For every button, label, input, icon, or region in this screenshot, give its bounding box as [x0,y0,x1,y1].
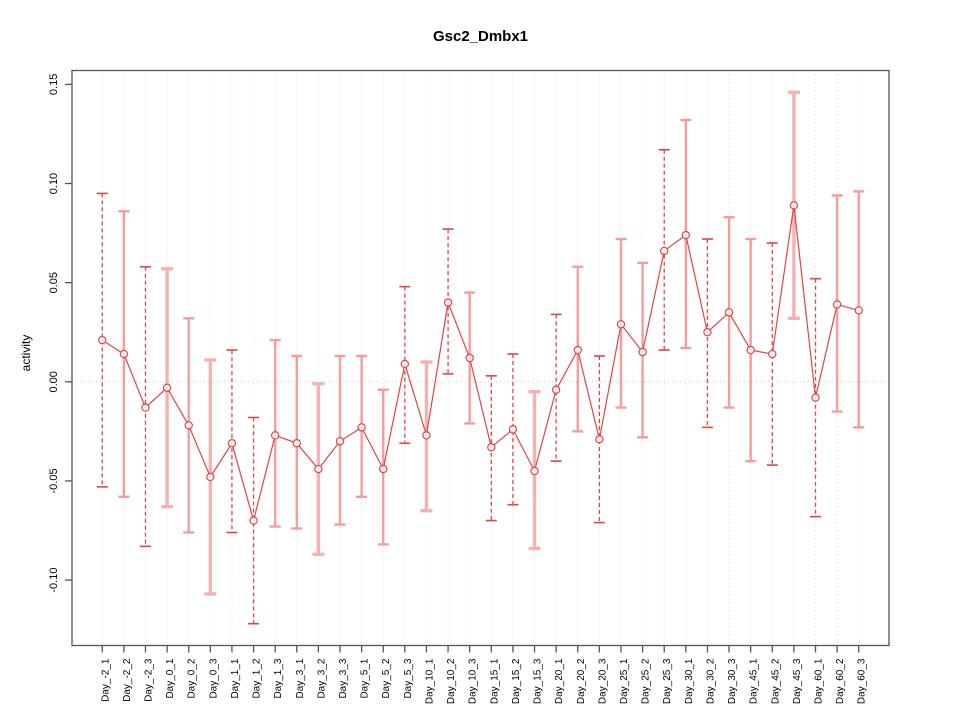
x-tick-label: Day_0_2 [187,658,198,698]
series-line [101,205,859,523]
data-point-circle [811,393,820,402]
y-tick-label: 0.15 [48,74,60,95]
x-tick-label: Day_0_1 [165,658,176,698]
x-tick-label: Day_5_1 [360,658,371,698]
x-tick-label: Day_10_2 [446,658,457,704]
x-tick-label: Day_30_2 [705,658,716,704]
x-tick-label: Day_1_3 [273,658,284,698]
x-tick-label: Day_60_1 [814,658,825,704]
y-tick-label: -0.10 [48,568,60,593]
x-tick-label: Day_10_1 [424,658,435,704]
data-point-circle [616,320,626,329]
data-point-circle [487,443,496,452]
x-tick-label: Day_-2_1 [100,658,111,702]
data-point-circle [465,353,474,363]
data-point-circle [357,423,366,432]
data-point-circle [141,403,150,412]
data-point-circle [660,246,669,256]
data-point-circle [227,439,237,448]
data-point-circle [270,431,280,440]
data-point-circle [292,439,301,448]
data-point-circle [184,421,193,430]
y-tick-label: 0.10 [48,173,60,194]
data-point-circle [638,347,647,357]
x-tick-label: Day_1_2 [252,658,263,698]
plot-frame [71,69,890,647]
x-tick-label: Day_1_1 [230,658,241,698]
y-tick-label: 0.00 [48,371,60,392]
chart-title: Gsc2_Dmbx1 [432,28,529,45]
x-tick-label: Day_45_1 [749,658,760,704]
x-tick-label: Day_45_2 [770,658,781,704]
data-point-circle [206,472,215,482]
data-point-circle [768,349,777,359]
x-tick-label: Day_5_3 [403,658,414,698]
data-point-circle [854,306,863,315]
x-tick-label: Day_20_3 [597,658,608,704]
data-point-circle [573,345,582,355]
x-tick-label: Day_-2_3 [143,658,154,702]
data-point-circle [249,516,258,525]
data-point-circle [422,431,431,440]
data-point-circle [681,230,691,240]
data-point-circle [443,298,453,307]
data-point-circle [335,437,345,446]
data-point-circle [119,349,129,359]
x-tick-label: Day_25_2 [641,658,652,704]
data-point-circle [530,466,539,476]
x-tick-label: Day_25_1 [619,658,630,704]
x-tick-label: Day_20_1 [554,658,565,704]
data-point-circle [789,201,799,210]
data-point-circle [832,300,842,309]
data-point-circle [314,464,323,474]
y-tick-label: 0.05 [48,272,60,293]
data-point-circle [400,359,410,369]
data-point-circle [746,345,755,355]
data-point-circle [703,328,712,337]
x-tick-label: Day_3_3 [338,658,349,698]
x-tick-label: Day_-2_2 [122,658,133,702]
data-point-circle [595,435,604,444]
x-tick-label: Day_5_2 [381,658,392,698]
x-tick-label: Day_3_2 [316,658,327,698]
x-tick-label: Day_20_2 [576,658,587,704]
data-point-circle [98,335,107,345]
data-point-circle [724,308,734,317]
x-tick-label: Day_45_3 [792,658,803,704]
y-tick-label: -0.05 [48,468,60,493]
data-point-circle [379,464,388,474]
data-point-circle [551,385,561,394]
x-tick-label: Day_60_2 [835,658,846,704]
data-point-circle [508,425,518,434]
x-tick-label: Day_15_2 [511,658,522,704]
x-tick-label: Day_10_3 [468,658,479,704]
x-tick-label: Day_60_3 [857,658,868,704]
x-tick-label: Day_0_3 [208,658,219,698]
x-tick-label: Day_3_1 [295,658,306,698]
x-tick-label: Day_30_3 [727,658,738,704]
data-point-circle [162,383,172,392]
x-tick-label: Day_30_1 [684,658,695,704]
x-tick-label: Day_25_3 [662,658,673,704]
x-tick-label: Day_15_3 [533,658,544,704]
x-tick-label: Day_15_1 [489,658,500,704]
